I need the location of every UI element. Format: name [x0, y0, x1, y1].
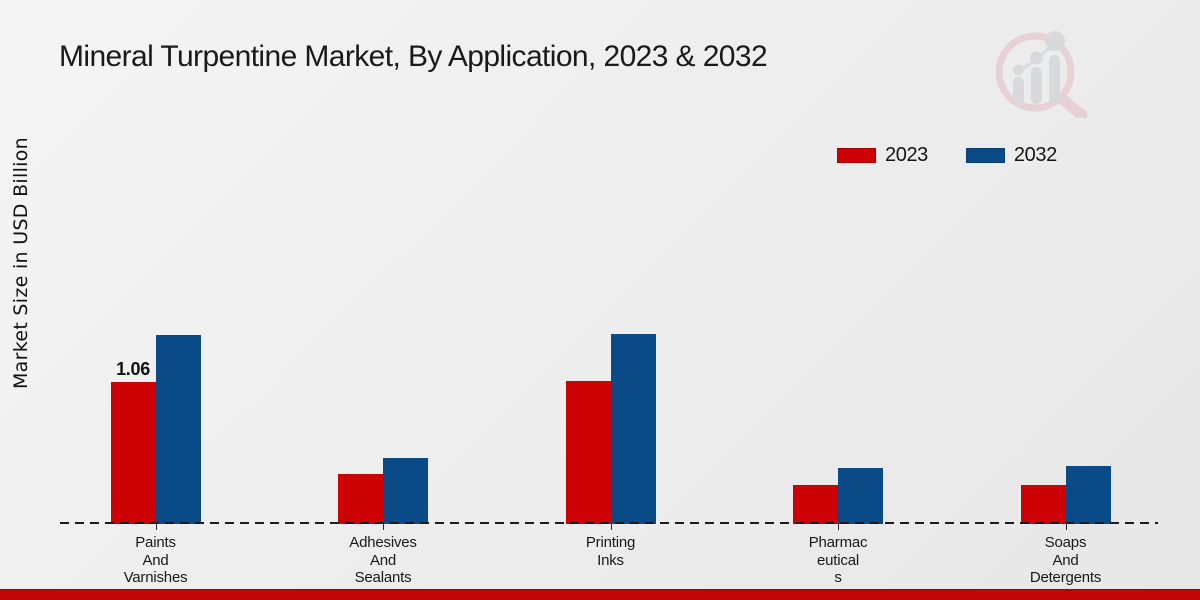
- category-label-printing-inks: Printing Inks: [585, 534, 636, 569]
- logo-bar-small: [1013, 77, 1024, 104]
- logo-bar-tall: [1049, 55, 1060, 104]
- legend-label-2032: 2032: [1013, 144, 1057, 166]
- bar-2032-adhesives-and-sealants: [383, 458, 428, 524]
- bar-2023-adhesives-and-sealants: [338, 474, 383, 524]
- category-label-pharmaceuticals: Pharmac eutical s: [808, 534, 868, 586]
- footer-accent-bar: [0, 589, 1200, 600]
- x-axis-tick-pharmaceuticals: [838, 524, 839, 530]
- logo-bar-medium: [1031, 67, 1042, 104]
- category-label-paints-and-varnishes: Paints And Varnishes: [123, 534, 188, 586]
- logo-dot-large: [1045, 31, 1065, 51]
- category-label-soaps-and-detergents: Soaps And Detergents: [1029, 534, 1102, 586]
- chart-title: Mineral Turpentine Market, By Applicatio…: [59, 40, 768, 73]
- data-label-2023-paints-and-varnishes: 1.06: [116, 359, 150, 379]
- legend: 2023 2032: [837, 144, 1057, 167]
- magnifier-ring: [995, 32, 1075, 112]
- bar-2023-pharmaceuticals: [793, 485, 838, 524]
- bar-2023-printing-inks: [565, 381, 611, 524]
- x-axis-tick-adhesives-and-sealants: [383, 524, 384, 530]
- legend-item-2023: 2023: [837, 144, 928, 167]
- legend-item-2032: 2032: [965, 144, 1057, 167]
- legend-swatch-2032: [965, 148, 1005, 163]
- x-axis-tick-soaps-and-detergents: [1065, 524, 1067, 530]
- legend-swatch-2023: [837, 148, 876, 163]
- x-axis-tick-printing-inks: [610, 524, 612, 530]
- bar-2023-paints-and-varnishes: [110, 382, 156, 524]
- magnifier-handle: [1056, 93, 1088, 118]
- bar-2032-printing-inks: [610, 334, 656, 524]
- logo-dot-small: [1013, 64, 1024, 76]
- logo-dot-medium: [1030, 51, 1043, 65]
- legend-label-2023: 2023: [885, 144, 928, 166]
- bar-2032-paints-and-varnishes: [155, 335, 201, 524]
- bar-2023-soaps-and-detergents: [1020, 485, 1066, 524]
- bar-2032-pharmaceuticals: [838, 468, 883, 524]
- bar-2032-soaps-and-detergents: [1065, 466, 1111, 524]
- magnifier-bar-chart-logo: [995, 31, 1088, 118]
- x-axis-tick-paints-and-varnishes: [155, 524, 157, 530]
- zero-baseline: [60, 522, 1158, 524]
- category-label-adhesives-and-sealants: Adhesives And Sealants: [349, 534, 417, 586]
